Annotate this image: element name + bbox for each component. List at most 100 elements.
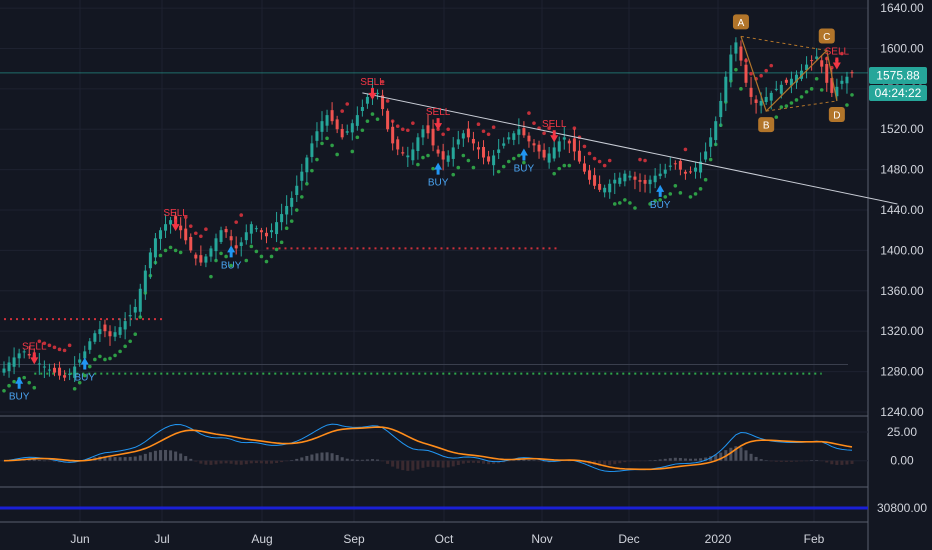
macd-histogram-bar bbox=[542, 460, 546, 463]
candle-body bbox=[164, 224, 168, 231]
macd-pane: 25.00 0.00 bbox=[0, 423, 917, 472]
macd-histogram-bar bbox=[290, 460, 294, 461]
sar-dot bbox=[466, 158, 471, 163]
candle-body bbox=[270, 230, 274, 233]
candle-body bbox=[709, 137, 713, 147]
sar-dot bbox=[57, 347, 62, 352]
macd-histogram-bar bbox=[769, 460, 773, 462]
candle-body bbox=[365, 96, 369, 104]
candle-body bbox=[426, 125, 430, 134]
macd-histogram-bar bbox=[512, 460, 516, 461]
candle-body bbox=[83, 351, 87, 359]
macd-histogram-bar bbox=[370, 459, 374, 461]
candle-body bbox=[845, 76, 849, 84]
macd-histogram-bar bbox=[638, 460, 642, 462]
sar-dot bbox=[688, 195, 693, 199]
macd-histogram-bar bbox=[683, 458, 687, 461]
candle-body bbox=[103, 324, 107, 332]
macd-histogram-bar bbox=[360, 459, 364, 461]
sar-dot bbox=[587, 151, 592, 156]
sar-dot bbox=[204, 227, 208, 232]
trendline[interactable] bbox=[362, 92, 898, 205]
candle-body bbox=[295, 185, 299, 196]
macd-histogram-bar bbox=[47, 460, 51, 462]
candle-body bbox=[482, 146, 486, 158]
price-tick-label: 1520.00 bbox=[880, 122, 924, 136]
macd-histogram-bar bbox=[300, 457, 304, 461]
candle-body bbox=[557, 141, 561, 152]
sar-dot bbox=[532, 121, 536, 125]
macd-histogram-bar bbox=[204, 460, 208, 465]
candle-body bbox=[744, 64, 748, 83]
sar-dot bbox=[734, 67, 738, 72]
macd-histogram-bar bbox=[406, 460, 410, 471]
candlestick-series bbox=[2, 37, 854, 383]
macd-histogram-bar bbox=[739, 447, 743, 461]
candle-body bbox=[598, 183, 602, 190]
candle-body bbox=[285, 205, 289, 215]
macd-histogram-bar bbox=[244, 460, 248, 465]
sar-dot bbox=[789, 101, 794, 105]
candle-body bbox=[719, 100, 723, 118]
sar-dot bbox=[108, 356, 112, 361]
macd-histogram-bar bbox=[123, 457, 127, 461]
sar-dot bbox=[759, 73, 763, 78]
macd-histogram-bar bbox=[441, 460, 445, 468]
candle-body bbox=[360, 107, 364, 111]
candle-body bbox=[391, 126, 395, 144]
sar-dot bbox=[395, 124, 400, 129]
macd-histogram-bar bbox=[254, 460, 258, 464]
macd-histogram-bar bbox=[658, 459, 662, 461]
macd-histogram-bar bbox=[184, 456, 188, 461]
sar-dot bbox=[491, 125, 496, 130]
candle-body bbox=[401, 152, 405, 154]
candle-body bbox=[794, 74, 798, 83]
candle-body bbox=[148, 252, 152, 269]
abcd-point-badge bbox=[732, 14, 749, 30]
macd-histogram-bar bbox=[527, 459, 531, 461]
candle-body bbox=[411, 149, 415, 161]
candle-body bbox=[835, 86, 839, 97]
candle-body bbox=[461, 133, 465, 139]
macd-histogram-bar bbox=[411, 460, 415, 471]
candle-body bbox=[673, 163, 677, 165]
buy-signal-label: BUY bbox=[650, 200, 671, 211]
sar-dot bbox=[562, 163, 567, 168]
candle-body bbox=[683, 171, 687, 174]
macd-histogram-bar bbox=[128, 456, 132, 461]
candle-body bbox=[330, 110, 334, 122]
sar-dot bbox=[643, 158, 647, 163]
sar-dot bbox=[22, 375, 26, 380]
buy-signal-label: BUY bbox=[428, 178, 449, 189]
sar-dot bbox=[219, 251, 223, 256]
buy-signal-label: BUY bbox=[74, 373, 95, 384]
sar-dot bbox=[411, 121, 415, 125]
buy-arrow-icon bbox=[15, 376, 24, 389]
sar-dot bbox=[547, 126, 551, 131]
abcd-pattern[interactable]: A B C D bbox=[732, 14, 845, 133]
time-tick-label: Oct bbox=[435, 532, 454, 546]
candle-body bbox=[704, 151, 708, 160]
sar-dot bbox=[416, 162, 420, 167]
sar-dot bbox=[325, 136, 329, 141]
sar-dot bbox=[183, 215, 188, 219]
time-tick-label: Jul bbox=[154, 532, 169, 546]
sar-dot bbox=[37, 339, 42, 344]
sar-dot bbox=[133, 332, 138, 337]
macd-histogram-bar bbox=[840, 460, 844, 465]
macd-tick-label: 25.00 bbox=[887, 425, 917, 439]
candle-body bbox=[446, 155, 450, 162]
sar-dot bbox=[486, 132, 491, 137]
time-axis[interactable]: Jun Jul Aug Sep Oct Nov Dec 2020 Feb bbox=[70, 532, 824, 546]
candle-body bbox=[825, 64, 829, 83]
time-tick-label: Jun bbox=[70, 532, 89, 546]
candle-body bbox=[436, 149, 440, 154]
macd-histogram-bar bbox=[381, 460, 385, 462]
sar-dot bbox=[27, 380, 32, 385]
macd-histogram-bar bbox=[376, 459, 380, 461]
candle-body bbox=[118, 327, 122, 335]
candle-body bbox=[497, 149, 501, 153]
macd-histogram-bar bbox=[603, 460, 607, 466]
price-axis[interactable]: 1640.001600.001560.001520.001480.001440.… bbox=[880, 1, 924, 419]
